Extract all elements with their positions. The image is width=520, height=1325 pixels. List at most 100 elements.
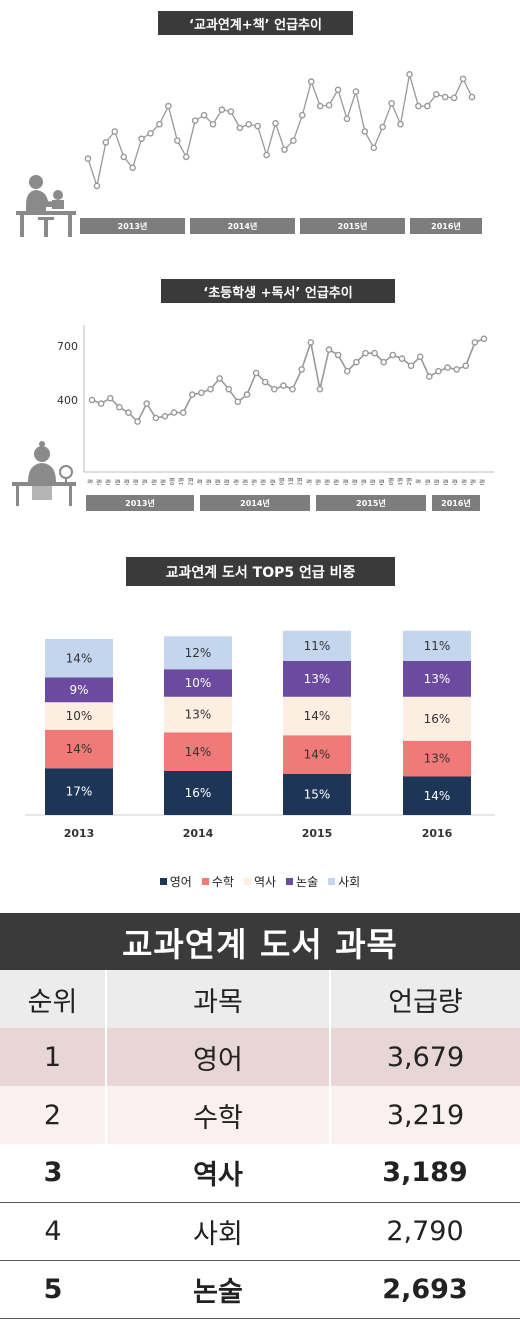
bar-segment [164, 696, 232, 733]
subject-cell: 사회 [106, 1202, 330, 1261]
data-point [174, 137, 181, 144]
data-point [398, 355, 406, 362]
bar-segment [45, 702, 113, 730]
data-point [415, 102, 422, 110]
data-point [111, 128, 119, 135]
x-tick-label: 8월 [260, 479, 267, 485]
x-tick-label: 11월 [397, 477, 404, 485]
data-point [334, 86, 342, 94]
x-tick-label: 2월 [206, 479, 213, 485]
data-point [207, 385, 214, 393]
data-point [225, 385, 233, 393]
data-point [84, 155, 92, 163]
x-tick-label: 9월 [379, 479, 386, 485]
data-point [165, 102, 172, 110]
data-point [179, 409, 187, 416]
data-point [227, 108, 235, 115]
x-tick-label: 6월 [242, 479, 249, 485]
x-tick-label: 7월 [251, 479, 258, 485]
data-point [334, 351, 342, 359]
data-label: 13% [304, 672, 331, 686]
data-point [125, 409, 132, 416]
rank-cell: 1 [0, 1028, 107, 1086]
data-point [272, 120, 279, 127]
data-point [426, 373, 433, 380]
data-point [468, 93, 476, 101]
subject-cell: 수학 [106, 1086, 331, 1144]
chart1-illustration-teacher-icon [16, 175, 76, 237]
data-label: 11% [304, 639, 331, 653]
data-point [416, 353, 424, 361]
legend-swatch [159, 878, 167, 885]
data-point [441, 93, 449, 101]
data-point [480, 335, 488, 343]
x-tick-label: 12월 [297, 477, 304, 485]
x-tick-label: 4월 [114, 479, 121, 485]
data-point [362, 349, 369, 357]
x-tick-label: 2014 [183, 827, 214, 840]
legend-label: 영어 [169, 875, 192, 889]
data-point [316, 102, 324, 110]
data-point [182, 153, 190, 161]
x-tick-label: 7월 [142, 479, 149, 485]
bar-segment [403, 776, 471, 815]
data-point [106, 394, 114, 402]
data-point [435, 367, 442, 375]
data-label: 14% [66, 651, 93, 665]
x-tick-label: 6월 [351, 479, 358, 485]
bar-segment [283, 773, 351, 815]
data-point [280, 382, 287, 389]
x-tick-label: 6월 [133, 479, 140, 485]
data-point [234, 398, 242, 406]
x-tick-label: 10월 [278, 477, 285, 485]
data-point [281, 146, 288, 153]
legend-item-essay: 논술 [286, 873, 318, 890]
data-point [188, 391, 196, 398]
data-point [397, 120, 404, 128]
table-row: 4 사회 2,790 [0, 1202, 520, 1261]
data-point [252, 369, 260, 377]
data-point [236, 124, 244, 132]
data-point [459, 75, 467, 83]
data-point [116, 403, 123, 411]
x-tick-label: 5월 [342, 479, 349, 485]
bar-segment [164, 669, 232, 697]
data-point [307, 78, 315, 85]
bar-segment [403, 696, 471, 741]
data-point [198, 389, 205, 397]
x-tick-label: 1월 [196, 479, 203, 485]
table-row: 3 역사 3,189 [0, 1144, 520, 1203]
x-tick-label: 10월 [388, 477, 395, 485]
data-point [389, 351, 397, 359]
data-point [271, 385, 278, 393]
data-point [134, 418, 141, 425]
data-label: 14% [185, 745, 212, 759]
chart2-year-2015: 2015년 [316, 495, 426, 511]
x-tick-label: 3월 [215, 479, 222, 485]
data-point [93, 182, 101, 190]
x-tick-label: 1월 [415, 479, 422, 485]
data-label: 13% [424, 672, 451, 686]
bar-segment [164, 771, 232, 815]
data-label: 13% [424, 752, 451, 766]
data-label: 9% [69, 683, 88, 697]
x-tick-label: 9월 [160, 479, 167, 485]
data-point [156, 120, 163, 128]
data-label: 17% [66, 785, 93, 799]
data-point [316, 385, 324, 393]
data-point [407, 362, 415, 370]
data-label: 10% [185, 676, 212, 690]
bar-segment [283, 696, 351, 736]
x-tick-label: 7월 [470, 479, 477, 485]
chart2-year-2013: 2013년 [86, 495, 194, 511]
data-point [450, 94, 458, 102]
data-label: 12% [185, 646, 212, 660]
data-point [191, 117, 199, 124]
x-tick-label: 5월 [233, 479, 240, 485]
y-tick-label: 700 [57, 340, 78, 353]
subject-cell: 영어 [106, 1028, 331, 1086]
bar-segment [403, 661, 471, 697]
table-title: 교과연계 도서 과목 [0, 913, 520, 970]
data-point [261, 378, 269, 386]
